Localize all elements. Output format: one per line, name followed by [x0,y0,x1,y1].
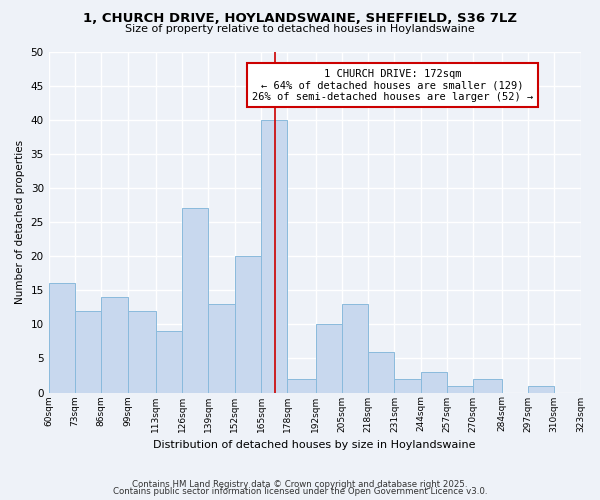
Text: Contains HM Land Registry data © Crown copyright and database right 2025.: Contains HM Land Registry data © Crown c… [132,480,468,489]
Bar [101,297,128,392]
Bar [156,331,182,392]
Bar [342,304,368,392]
Bar [287,379,316,392]
X-axis label: Distribution of detached houses by size in Hoylandswaine: Distribution of detached houses by size … [154,440,476,450]
Text: 1 CHURCH DRIVE: 172sqm
← 64% of detached houses are smaller (129)
26% of semi-de: 1 CHURCH DRIVE: 172sqm ← 64% of detached… [252,68,533,102]
Bar [528,386,554,392]
Bar [128,310,156,392]
Bar [394,379,421,392]
Bar [49,284,75,393]
Bar [316,324,342,392]
Text: 1, CHURCH DRIVE, HOYLANDSWAINE, SHEFFIELD, S36 7LZ: 1, CHURCH DRIVE, HOYLANDSWAINE, SHEFFIEL… [83,12,517,26]
Bar [447,386,473,392]
Bar [473,379,502,392]
Bar [261,120,287,392]
Bar [368,352,394,393]
Bar [208,304,235,392]
Bar [235,256,261,392]
Text: Contains public sector information licensed under the Open Government Licence v3: Contains public sector information licen… [113,487,487,496]
Y-axis label: Number of detached properties: Number of detached properties [15,140,25,304]
Text: Size of property relative to detached houses in Hoylandswaine: Size of property relative to detached ho… [125,24,475,34]
Bar [182,208,208,392]
Bar [75,310,101,392]
Bar [421,372,447,392]
